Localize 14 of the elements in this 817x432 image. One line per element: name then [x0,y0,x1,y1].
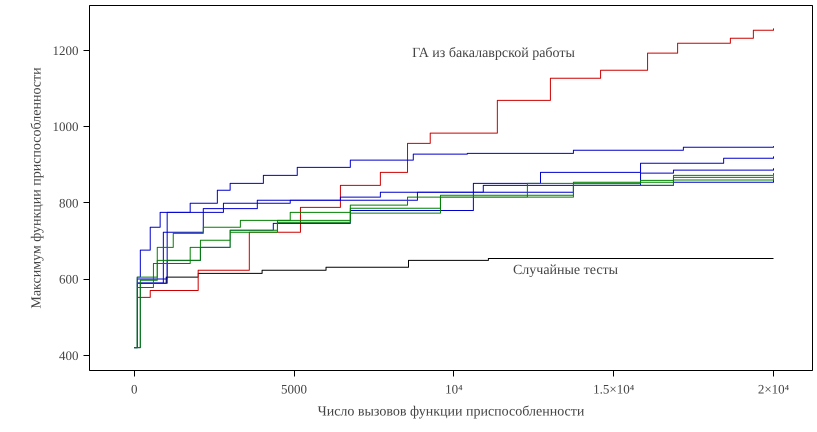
y-tick-label: 400 [59,348,78,363]
y-tick-label: 600 [59,272,78,287]
y-tick-label: 800 [59,195,78,210]
y-tick-label: 1200 [52,42,78,58]
x-tick-label: 2×10⁴ [758,382,790,396]
x-tick-label: 1.5×10⁴ [593,382,635,396]
y-tick-label: 1000 [52,119,78,134]
x-tick-label: 5000 [281,382,308,396]
annotation: ГА из бакалаврской работы [412,46,576,61]
x-tick-label: 10⁴ [445,382,464,396]
y-axis-title: Максимум функции приспособленности [30,66,44,309]
annotation: Случайные тесты [512,263,619,278]
x-tick-label: 0 [131,382,138,396]
x-axis-title: Число вызовов функции приспособленности [318,404,585,420]
